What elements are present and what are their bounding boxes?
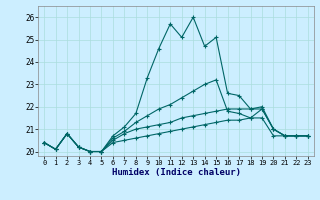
X-axis label: Humidex (Indice chaleur): Humidex (Indice chaleur) <box>111 168 241 177</box>
